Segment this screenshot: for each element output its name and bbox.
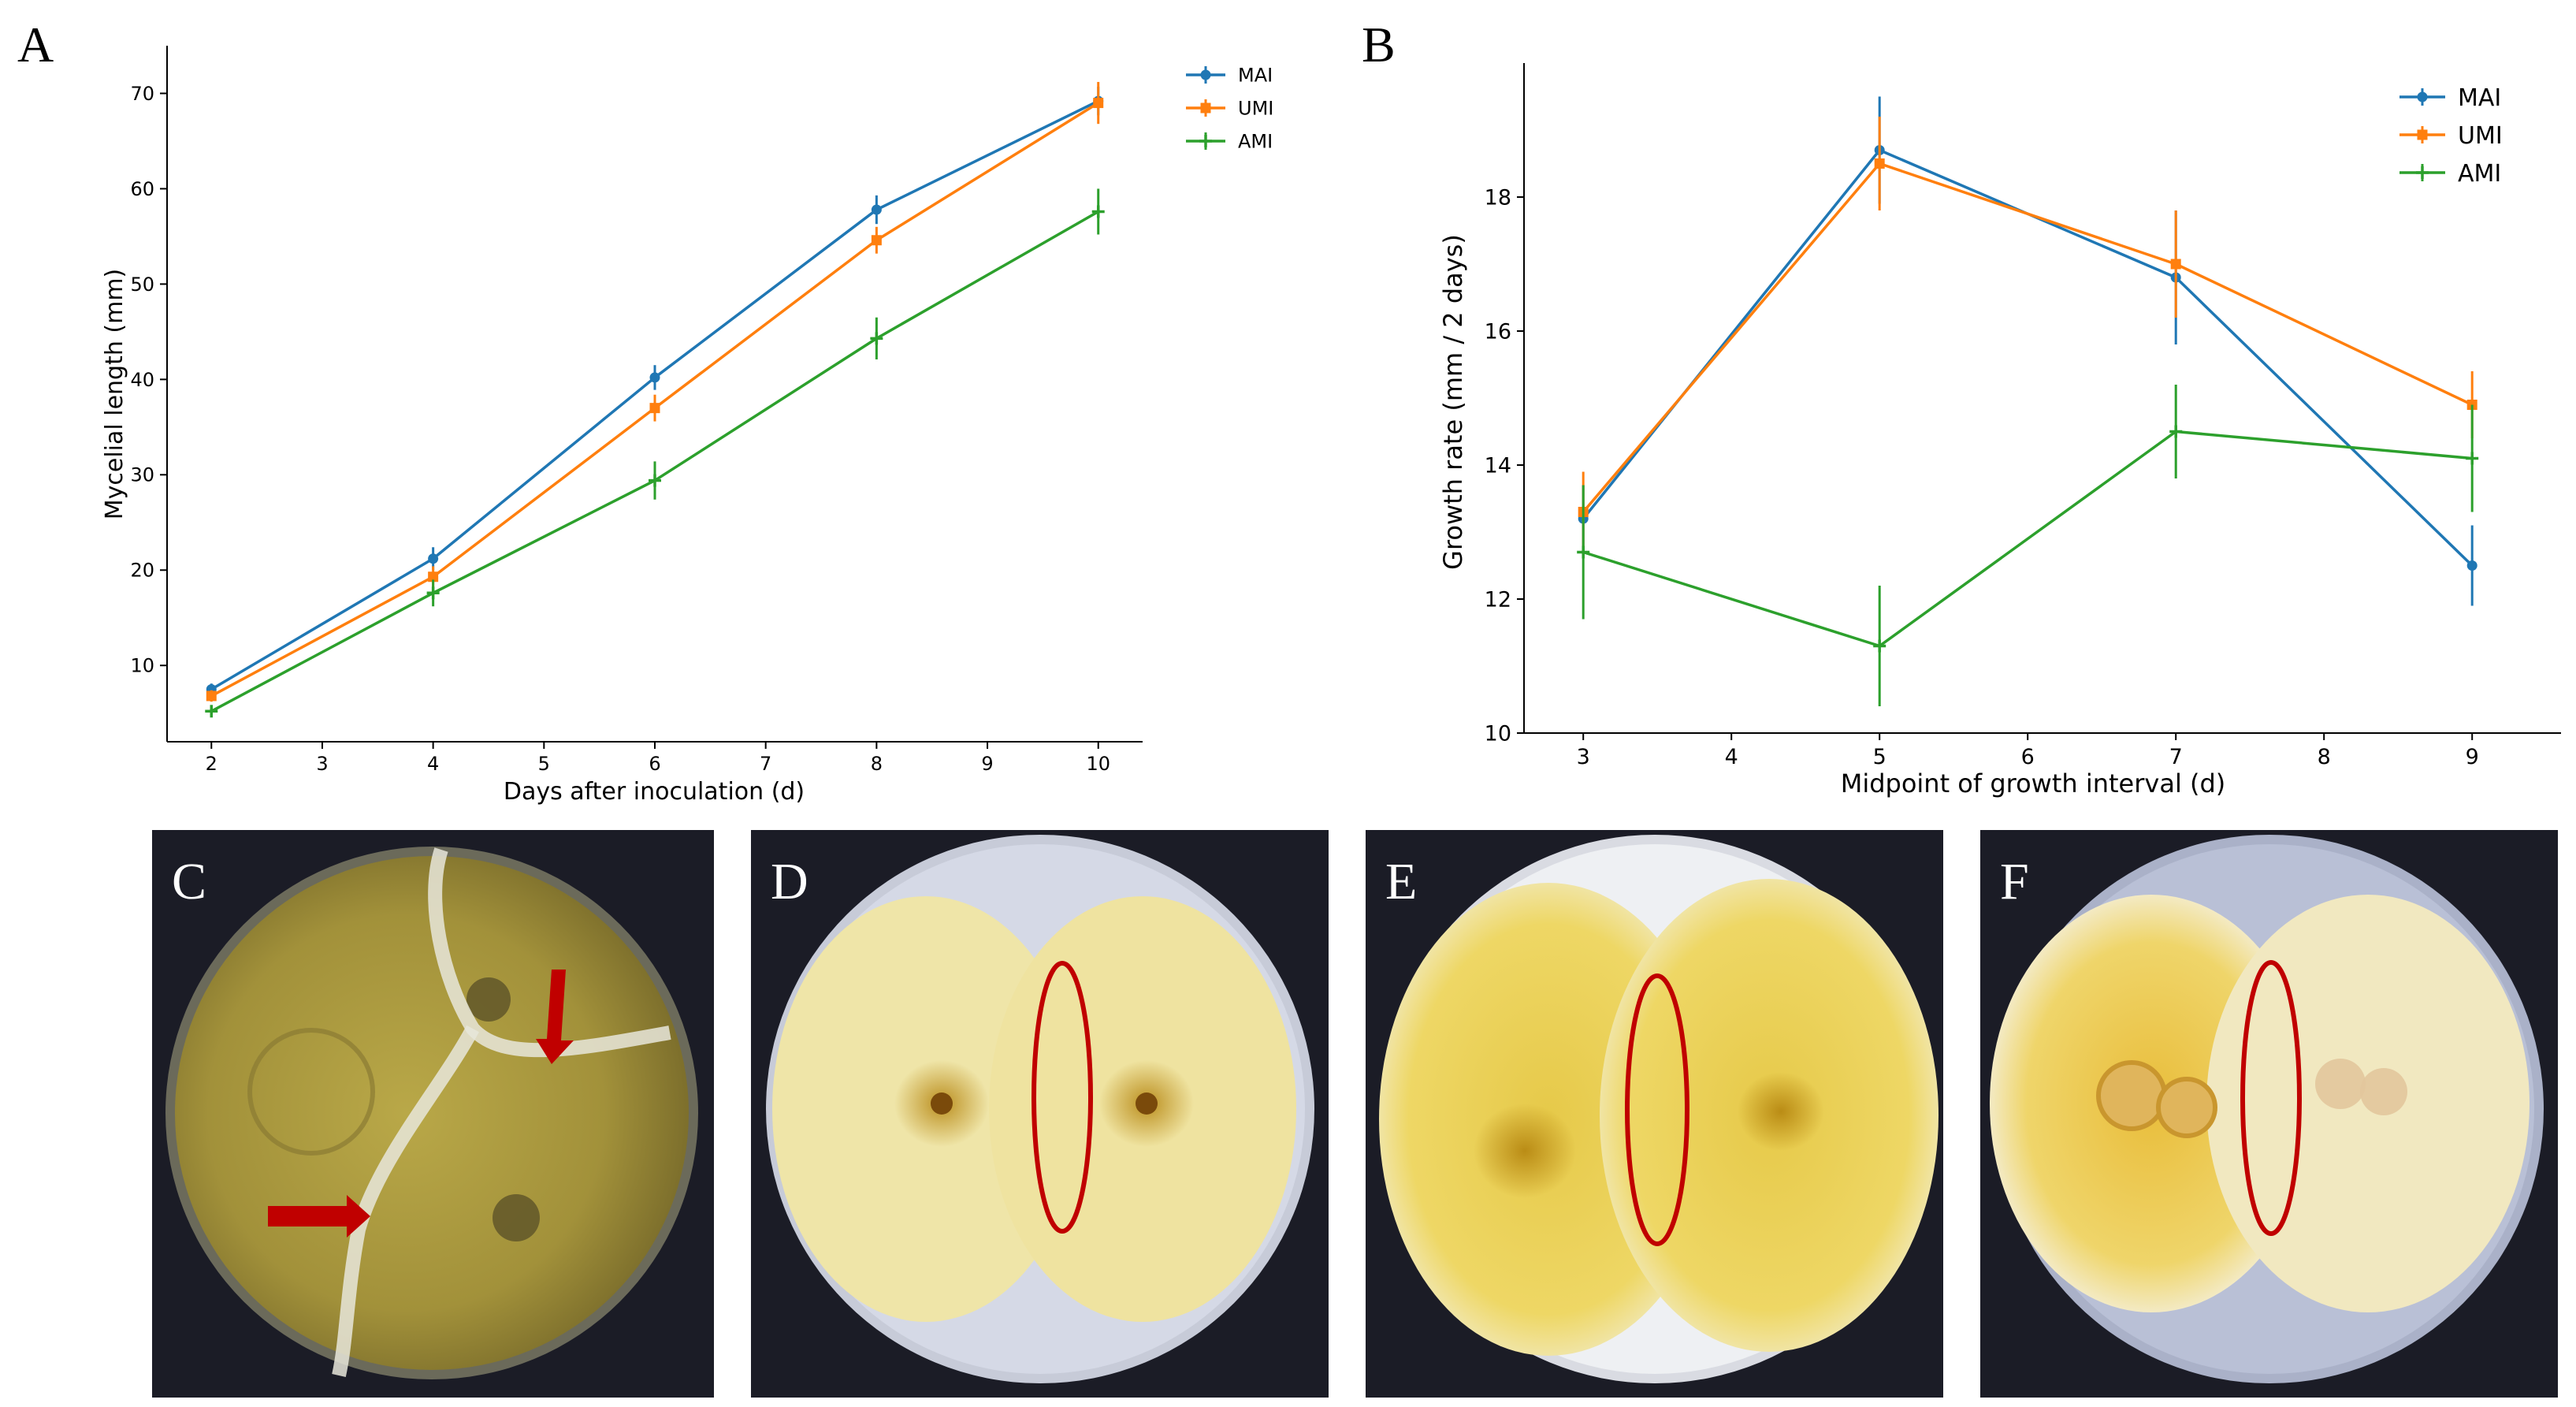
panel-label-e: E — [1385, 853, 1417, 910]
panel-b-legend-item-umi: UMI — [2399, 122, 2503, 150]
panel-a-series-mai-point — [871, 204, 882, 215]
panel-a-y-tick-label: 60 — [130, 178, 154, 200]
panel-b-series-mai — [1578, 96, 2477, 606]
panel-a-series-umi-point — [1093, 98, 1104, 109]
panel-a-x-tick-label: 3 — [316, 753, 328, 775]
panel-a-xlabel: Days after inoculation (d) — [504, 778, 805, 806]
panel-label-a: A — [17, 17, 54, 73]
panel-a-x-tick-label: 2 — [206, 753, 217, 775]
panel-a-y-tick-label: 70 — [130, 83, 154, 105]
panel-a-series-ami-point — [870, 332, 883, 345]
panel-a-series-umi — [206, 81, 1104, 702]
panel-a-legend-item-mai: MAI — [1186, 65, 1273, 87]
panel-label-f: F — [2000, 853, 2029, 910]
panel-b-legend-item-ami: AMI — [2399, 160, 2501, 188]
panel-a-series-umi-point — [206, 690, 217, 702]
panel-b-legend-label: MAI — [2458, 84, 2501, 112]
panel-b-legend-label: AMI — [2458, 160, 2501, 188]
panel-b-x-tick-label: 3 — [1577, 745, 1590, 769]
panel-a-series-umi-point — [871, 235, 882, 246]
panel-b-series-ami-point — [2169, 425, 2183, 438]
panel-a-y-tick-label: 20 — [130, 560, 154, 582]
panel-a-legend-item-ami: AMI — [1186, 131, 1273, 153]
panel-a-x-tick-label: 9 — [981, 753, 993, 775]
panel-b-x-tick-label: 7 — [2169, 745, 2183, 769]
photo-c: C — [152, 830, 714, 1398]
panel-a-legend-label: MAI — [1238, 65, 1273, 87]
panel-b-xlabel: Midpoint of growth interval (d) — [1841, 769, 2226, 798]
panel-a-x-tick-label: 10 — [1086, 753, 1110, 775]
panel-label-b: B — [1362, 17, 1396, 73]
panel-a-x-tick-label: 5 — [538, 753, 550, 775]
panel-a-series-ami — [205, 188, 1105, 718]
panel-a-y-tick-label: 50 — [130, 274, 154, 296]
panel-a-series-ami-point — [1091, 205, 1105, 218]
photo-e: E — [1366, 830, 1943, 1398]
panel-b-series-umi-point — [2170, 259, 2181, 270]
panel-b-x-tick-label: 5 — [1873, 745, 1886, 769]
panel-a-legend-label: AMI — [1238, 131, 1273, 153]
panel-b-y-tick-label: 12 — [1485, 587, 1511, 612]
panel-b-legend-label: UMI — [2458, 122, 2503, 150]
panel-b-legend: MAI UMI AMI — [2399, 84, 2503, 188]
panel-a-series — [205, 81, 1105, 718]
contact-zone-ellipse — [2240, 960, 2302, 1236]
panel-a-x-tick-label: 6 — [649, 753, 660, 775]
panel-a-y-tick-label: 30 — [130, 464, 154, 486]
panel-b-series-umi — [1578, 117, 2477, 553]
panel-b-legend-item-mai: MAI — [2399, 84, 2501, 112]
panel-b-series-umi-point — [1874, 158, 1885, 169]
panel-a-legend: MAI UMI AMI — [1186, 65, 1273, 153]
panel-b-x-tick-label: 9 — [2466, 745, 2479, 769]
panel-b-chart: B 3 4 5 6 7 8 9 10 12 14 16 18 Midpoint of growth i… — [1362, 17, 2561, 798]
panel-b-series-ami — [1577, 385, 2479, 706]
panel-a-series-mai-point — [428, 553, 439, 564]
panel-b-y-tick-label: 10 — [1485, 721, 1511, 746]
panel-b-series-ami-point — [1577, 545, 1590, 559]
panel-label-d: D — [771, 853, 808, 910]
panel-a-series-umi-point — [649, 403, 660, 414]
photo-f: F — [1980, 830, 2558, 1398]
panel-b-series-ami-point — [2466, 452, 2479, 465]
photo-d: D — [751, 830, 1329, 1398]
panel-a-y-tick-label: 40 — [130, 369, 154, 391]
panel-a-series-umi-point — [428, 571, 439, 583]
arrow-annotation — [268, 1195, 370, 1238]
panel-b-axes: 3 4 5 6 7 8 9 10 12 14 16 18 — [1485, 63, 2561, 769]
contact-zone-ellipse — [1032, 961, 1093, 1234]
panel-a-legend-label: UMI — [1238, 98, 1273, 120]
panel-b-y-tick-label: 16 — [1485, 319, 1511, 344]
panel-b-series-ami-line — [1582, 430, 2473, 648]
panel-b-series-ami-point — [1873, 639, 1886, 653]
panel-b-series — [1577, 96, 2479, 706]
panel-b-y-tick-label: 18 — [1485, 185, 1511, 210]
panel-a-legend-item-umi: UMI — [1186, 98, 1273, 120]
panel-b-x-tick-label: 4 — [1725, 745, 1738, 769]
panel-a-ylabel: Mycelial length (mm) — [101, 269, 128, 520]
contact-zone-ellipse — [1625, 973, 1689, 1246]
panel-b-x-tick-label: 6 — [2021, 745, 2035, 769]
panel-a-series-ami-point — [649, 474, 661, 487]
panel-b-series-umi-line — [1582, 162, 2473, 513]
panel-a-axes: 2 3 4 5 6 7 8 9 10 10 20 30 40 50 60 70 — [130, 46, 1143, 775]
panel-a-x-tick-label: 7 — [760, 753, 771, 775]
panel-b-x-tick-label: 8 — [2318, 745, 2331, 769]
arrow-annotation — [536, 970, 574, 1064]
panel-a-y-tick-label: 10 — [130, 655, 154, 677]
panel-a-x-tick-label: 8 — [871, 753, 883, 775]
panel-a-series-ami-point — [205, 705, 218, 718]
panel-a-series-mai-point — [649, 372, 660, 383]
panel-a-series-mai — [206, 87, 1104, 695]
panel-label-c: C — [172, 853, 206, 910]
panel-b-series-mai-point — [2466, 560, 2477, 571]
panel-a-x-tick-label: 4 — [427, 753, 439, 775]
panel-b-ylabel: Growth rate (mm / 2 days) — [1438, 234, 1468, 570]
panel-a-chart: A 2 3 4 5 6 7 8 9 10 10 20 30 40 50 60 70 Days after in… — [17, 17, 1273, 806]
panel-a-series-ami-point — [426, 586, 440, 600]
panel-b-y-tick-label: 14 — [1485, 453, 1511, 478]
